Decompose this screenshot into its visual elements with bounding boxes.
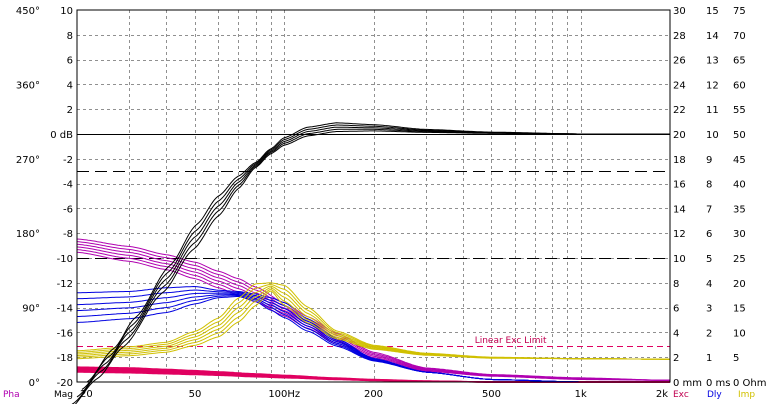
impedance-tick-label: 35: [733, 204, 746, 215]
impedance-tick-label: 5: [733, 353, 739, 364]
phase-tick-label: 0°: [29, 378, 40, 389]
excursion-tick-label: 4: [673, 328, 679, 339]
excursion-tick-label: 18: [673, 155, 686, 166]
impedance-tick-label: 65: [733, 56, 746, 67]
curve-impedance: [76, 290, 670, 360]
series-impedance: [76, 282, 670, 360]
excursion-tick-label: 26: [673, 56, 686, 67]
delay-tick-label: 4: [706, 279, 712, 290]
curve-impedance: [76, 282, 670, 360]
excursion-tick-label: 10: [673, 254, 686, 265]
excursion-tick-label: 24: [673, 80, 686, 91]
phase-tick-label: 180°: [16, 229, 40, 240]
phase-tick-label: 450°: [16, 6, 40, 17]
x-tick-label: 2k: [656, 389, 668, 400]
magnitude-tick-label: 10: [60, 6, 73, 17]
impedance-tick-label: 55: [733, 105, 746, 116]
series-magnitude: [71, 122, 670, 404]
magnitude-tick-label: -16: [57, 328, 73, 339]
left-axis-labels: 10 8 6 4 2 0 dB -2 -4 -6 -8 -10 -12 -14 -16 -18 -20 450°…: [16, 6, 73, 389]
delay-tick-label: 15: [706, 6, 719, 17]
magnitude-tick-label: -8: [63, 229, 73, 240]
bottom-axis-legend: Pha Mag Exc Dly Imp: [3, 390, 755, 400]
impedance-tick-label: 30: [733, 229, 746, 240]
linear-exc-limit-label: Linear Exc Limit: [475, 336, 547, 346]
magnitude-legend-label: Mag: [54, 390, 73, 400]
magnitude-tick-label: 4: [67, 80, 73, 91]
delay-tick-label: 13: [706, 56, 719, 67]
magnitude-tick-label: 2: [67, 105, 73, 116]
excursion-tick-label: 28: [673, 31, 686, 42]
delay-tick-label: 7: [706, 204, 712, 215]
magnitude-tick-label: -20: [57, 378, 73, 389]
curve-magnitude: [71, 128, 670, 404]
magnitude-tick-label: -4: [63, 180, 73, 191]
excursion-tick-label: 12: [673, 229, 686, 240]
delay-tick-label: 1: [706, 353, 712, 364]
series-curves: [71, 122, 670, 404]
impedance-tick-label: 45: [733, 155, 746, 166]
grid: [77, 10, 670, 382]
curve-phase: [76, 238, 670, 381]
magnitude-tick-label: 8: [67, 31, 73, 42]
excursion-tick-label: 0 mm: [673, 378, 702, 389]
magnitude-tick-label: -18: [57, 353, 73, 364]
magnitude-tick-label: -10: [57, 254, 73, 265]
delay-legend-label: Dly: [707, 390, 722, 400]
phase-legend-label: Pha: [3, 390, 20, 400]
plot-frame: [76, 9, 671, 383]
magnitude-tick-label: -6: [63, 204, 73, 215]
excursion-tick-label: 16: [673, 180, 686, 191]
x-tick-label: 50: [189, 389, 202, 400]
magnitude-tick-label: 0 dB: [50, 130, 73, 141]
delay-tick-label: 8: [706, 180, 712, 191]
delay-tick-label: 3: [706, 304, 712, 315]
delay-tick-label: 5: [706, 254, 712, 265]
magnitude-tick-label: -2: [63, 155, 73, 166]
impedance-tick-label: 50: [733, 130, 746, 141]
impedance-tick-label: 25: [733, 254, 746, 265]
x-axis-labels: 20 50 100Hz 200 500 1k 2k: [80, 389, 668, 400]
delay-tick-label: 14: [706, 31, 719, 42]
x-tick-label: 200: [364, 389, 383, 400]
delay-tick-label: 9: [706, 155, 712, 166]
curve-magnitude: [86, 122, 670, 383]
excursion-tick-label: 2: [673, 353, 679, 364]
excursion-tick-label: 6: [673, 304, 679, 315]
phase-tick-label: 360°: [16, 80, 40, 91]
phase-tick-label: 90°: [22, 304, 40, 315]
impedance-tick-label: 70: [733, 31, 746, 42]
excursion-tick-label: 30: [673, 6, 686, 17]
annotations: Linear Exc Limit: [475, 336, 547, 346]
delay-tick-label: 11: [706, 105, 719, 116]
impedance-tick-label: 40: [733, 180, 746, 191]
x-tick-label: 1k: [575, 389, 587, 400]
delay-tick-label: 10: [706, 130, 719, 141]
delay-tick-label: 6: [706, 229, 712, 240]
impedance-tick-label: 60: [733, 80, 746, 91]
impedance-tick-label: 75: [733, 6, 746, 17]
impedance-tick-label: 15: [733, 304, 746, 315]
impedance-tick-label: 0 Ohm: [733, 378, 767, 389]
excursion-tick-label: 14: [673, 204, 686, 215]
impedance-tick-label: 10: [733, 328, 746, 339]
excursion-tick-label: 20: [673, 130, 686, 141]
excursion-legend-label: Exc: [673, 390, 689, 400]
phase-tick-label: 270°: [16, 155, 40, 166]
x-tick-label: 500: [482, 389, 501, 400]
delay-tick-label: 2: [706, 328, 712, 339]
impedance-legend-label: Imp: [738, 390, 755, 400]
x-tick-label: 20: [80, 389, 93, 400]
magnitude-tick-label: -12: [57, 279, 73, 290]
excursion-tick-label: 8: [673, 279, 679, 290]
magnitude-tick-label: 6: [67, 56, 73, 67]
delay-tick-label: 0 ms: [706, 378, 731, 389]
x-tick-label: 100Hz: [268, 389, 300, 400]
impedance-tick-label: 20: [733, 279, 746, 290]
excursion-tick-label: 22: [673, 105, 686, 116]
magnitude-tick-label: -14: [57, 304, 73, 315]
delay-tick-label: 12: [706, 80, 719, 91]
